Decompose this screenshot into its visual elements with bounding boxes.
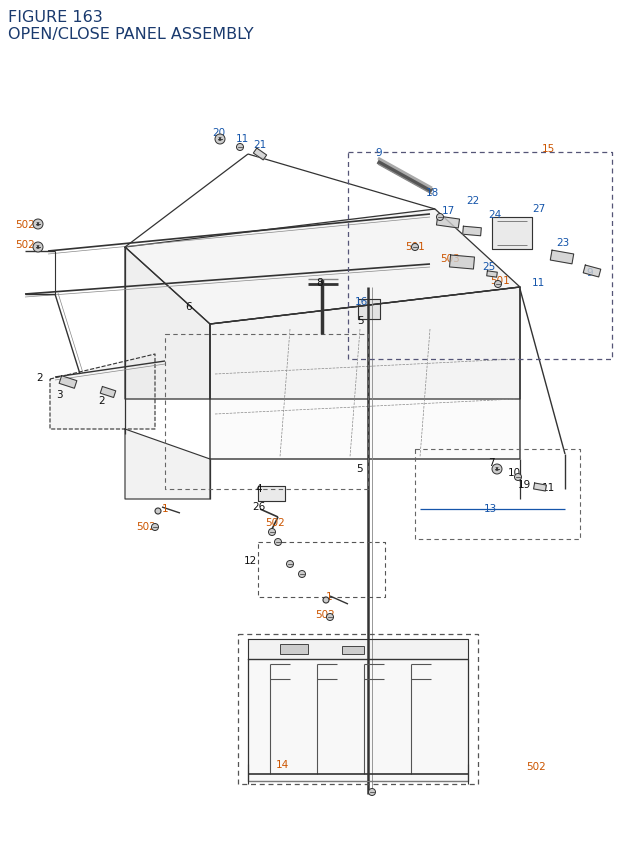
Text: 11: 11 [236,133,249,144]
Circle shape [412,245,419,251]
Polygon shape [125,210,520,325]
Text: 22: 22 [466,195,479,206]
Circle shape [287,561,294,568]
Text: 27: 27 [532,204,545,214]
Polygon shape [125,430,210,499]
Text: 21: 21 [253,139,266,150]
Circle shape [33,220,43,230]
Text: 16: 16 [355,297,368,307]
Text: 5: 5 [357,316,364,325]
Polygon shape [210,288,520,460]
Polygon shape [358,300,380,319]
Circle shape [326,614,333,621]
Text: 502: 502 [526,761,546,771]
Text: 10: 10 [508,468,521,478]
Text: 6: 6 [185,301,191,312]
Text: 1: 1 [162,504,168,513]
Circle shape [436,214,444,221]
Polygon shape [486,271,497,278]
Polygon shape [248,660,468,781]
Text: 13: 13 [484,504,497,513]
Polygon shape [463,227,481,237]
Circle shape [323,598,329,604]
Text: 24: 24 [488,210,501,220]
Circle shape [495,282,502,288]
Text: 19: 19 [518,480,531,489]
Polygon shape [449,256,474,269]
Circle shape [515,474,522,481]
Polygon shape [59,376,77,389]
Text: 5: 5 [356,463,363,474]
Text: 23: 23 [556,238,569,248]
Circle shape [33,243,43,253]
Text: 502: 502 [315,610,335,619]
Circle shape [215,135,225,145]
Text: 4: 4 [255,483,262,493]
Text: 2: 2 [98,395,104,406]
Text: 8: 8 [316,278,323,288]
Polygon shape [125,248,210,400]
Bar [342,647,364,654]
Circle shape [492,464,502,474]
Text: 17: 17 [442,206,455,216]
Text: OPEN/CLOSE PANEL ASSEMBLY: OPEN/CLOSE PANEL ASSEMBLY [8,27,253,42]
Polygon shape [534,483,547,492]
Text: 502: 502 [15,239,35,250]
Text: 2: 2 [36,373,43,382]
Text: 503: 503 [440,254,460,263]
Polygon shape [100,387,116,398]
Text: 3: 3 [56,389,63,400]
Text: 18: 18 [426,188,439,198]
Polygon shape [583,266,601,277]
Text: 25: 25 [482,262,495,272]
Text: 501: 501 [490,276,509,286]
Polygon shape [248,639,468,660]
Text: 1: 1 [326,592,333,601]
Circle shape [269,529,275,536]
Polygon shape [50,355,155,430]
Circle shape [275,539,282,546]
Text: 7: 7 [488,457,495,468]
Circle shape [369,789,376,796]
Text: 9: 9 [375,148,381,158]
Text: 15: 15 [542,144,556,154]
Text: 501: 501 [405,242,425,251]
Text: 26: 26 [252,501,265,511]
Polygon shape [210,288,520,400]
Text: 20: 20 [212,127,225,138]
Polygon shape [253,149,267,161]
Text: 14: 14 [276,759,289,769]
Text: 12: 12 [244,555,257,566]
Circle shape [237,145,243,152]
Text: 11: 11 [542,482,556,492]
Circle shape [298,571,305,578]
Polygon shape [492,218,532,250]
Circle shape [152,523,159,531]
Text: 502: 502 [265,517,285,528]
Text: 9: 9 [586,268,593,278]
Text: 502: 502 [15,220,35,230]
Bar [280,644,308,654]
Polygon shape [258,486,285,501]
Polygon shape [550,251,573,264]
Text: FIGURE 163: FIGURE 163 [8,10,103,25]
Polygon shape [436,217,460,229]
Text: 502: 502 [136,522,156,531]
Circle shape [155,508,161,514]
Text: 11: 11 [532,278,545,288]
